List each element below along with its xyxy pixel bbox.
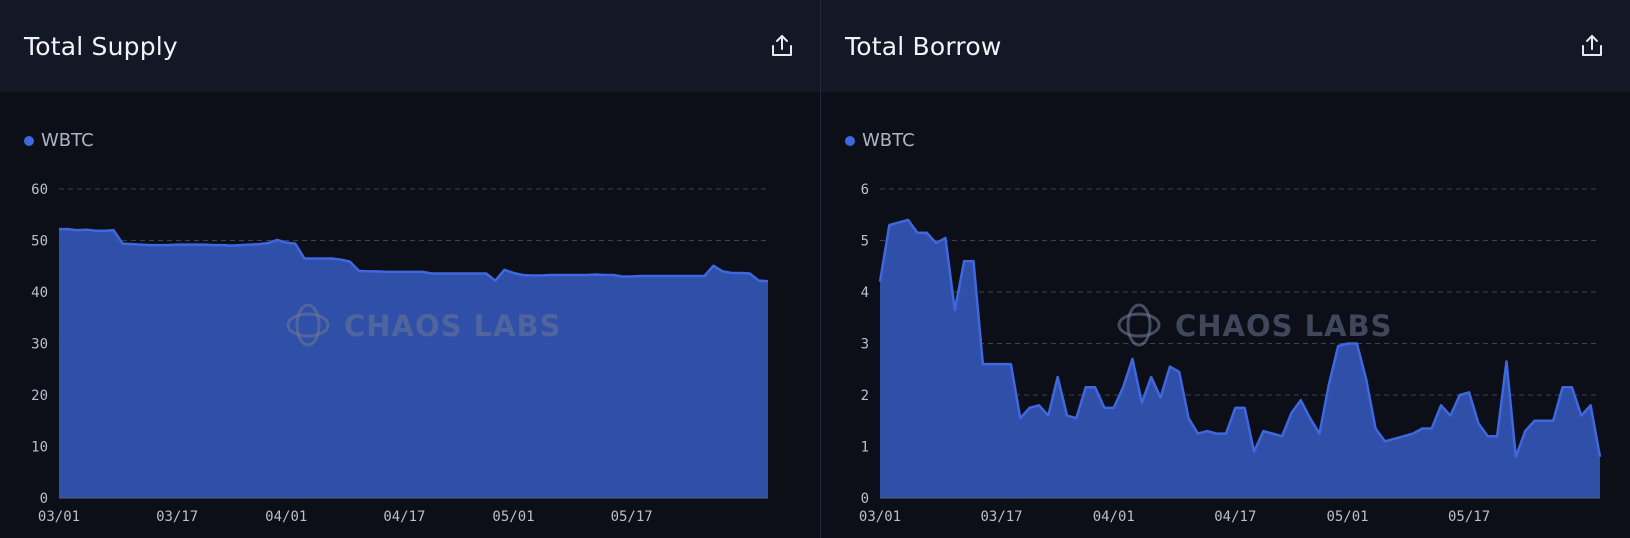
legend-label: WBTC <box>41 130 94 151</box>
x-tick-label: 03/17 <box>156 509 198 525</box>
y-tick-label: 2 <box>861 388 869 404</box>
panel-header: Total Supply <box>0 0 820 92</box>
y-tick-label: 40 <box>31 285 48 301</box>
x-tick-label: 03/01 <box>38 509 80 525</box>
series-line <box>878 218 1602 459</box>
y-tick-label: 0 <box>861 491 869 507</box>
panel-title: Total Supply <box>24 31 178 61</box>
export-button[interactable] <box>1574 28 1610 64</box>
panel-title: Total Borrow <box>845 31 1002 61</box>
y-tick-label: 6 <box>861 182 869 198</box>
x-tick-label: 05/01 <box>1326 509 1368 525</box>
x-tick-label: 04/01 <box>265 509 307 525</box>
chart-legend: WBTC <box>24 130 94 151</box>
series-area <box>880 219 1600 498</box>
x-tick-label: 04/17 <box>1214 509 1256 525</box>
export-button[interactable] <box>764 28 800 64</box>
y-tick-label: 60 <box>31 182 48 198</box>
total-borrow-chart: 0 1 2 3 4 5 6 CHAOS LABS 03/01 03/17 04/01 04/17 05/… <box>859 182 1602 525</box>
logo-ring <box>295 303 321 347</box>
total-supply-panel: Total Supply WBTC 0 10 20 30 40 50 60 CHAOS LAB… <box>0 0 821 538</box>
y-tick-label: 20 <box>31 388 48 404</box>
y-tick-label: 5 <box>861 234 869 250</box>
series-area <box>59 229 768 499</box>
y-tick-label: 1 <box>861 440 869 456</box>
panel-header: Total Borrow <box>821 0 1630 92</box>
y-tick-label: 3 <box>861 337 869 353</box>
legend-dot <box>845 135 855 146</box>
y-tick-label: 50 <box>31 234 48 250</box>
x-tick-label: 05/01 <box>492 509 534 525</box>
watermark-text: CHAOS LABS <box>1175 309 1393 343</box>
series-line <box>59 227 769 283</box>
x-tick-label: 03/17 <box>980 509 1022 525</box>
chart-legend: WBTC <box>845 130 915 151</box>
watermark-text: CHAOS LABS <box>344 309 562 343</box>
logo-ring <box>1117 312 1161 338</box>
legend-dot <box>24 135 34 146</box>
chaos-labs-logo <box>1117 303 1161 347</box>
total-borrow-panel: Total Borrow WBTC 0 1 2 3 4 5 6 CHAOS LABS 03/01… <box>821 0 1630 538</box>
y-tick-label: 10 <box>31 440 48 456</box>
x-tick-label: 05/17 <box>611 509 653 525</box>
chaos-labs-logo <box>286 303 330 347</box>
x-tick-label: 04/17 <box>383 509 425 525</box>
y-tick-label: 0 <box>40 491 48 507</box>
logo-ring <box>286 312 330 338</box>
legend-label: WBTC <box>862 130 915 151</box>
watermark: CHAOS LABS <box>1117 303 1393 347</box>
share-upload-icon <box>772 35 792 56</box>
x-tick-label: 05/17 <box>1448 509 1490 525</box>
x-tick-label: 04/01 <box>1093 509 1135 525</box>
total-supply-chart: 0 10 20 30 40 50 60 CHAOS LABS 03/01 03/17 04/01 04… <box>31 182 769 525</box>
logo-ring <box>1126 303 1152 347</box>
x-tick-label: 03/01 <box>859 509 901 525</box>
y-tick-label: 4 <box>861 285 869 301</box>
y-tick-label: 30 <box>31 337 48 353</box>
share-upload-icon <box>1582 35 1602 56</box>
watermark: CHAOS LABS <box>286 303 562 347</box>
